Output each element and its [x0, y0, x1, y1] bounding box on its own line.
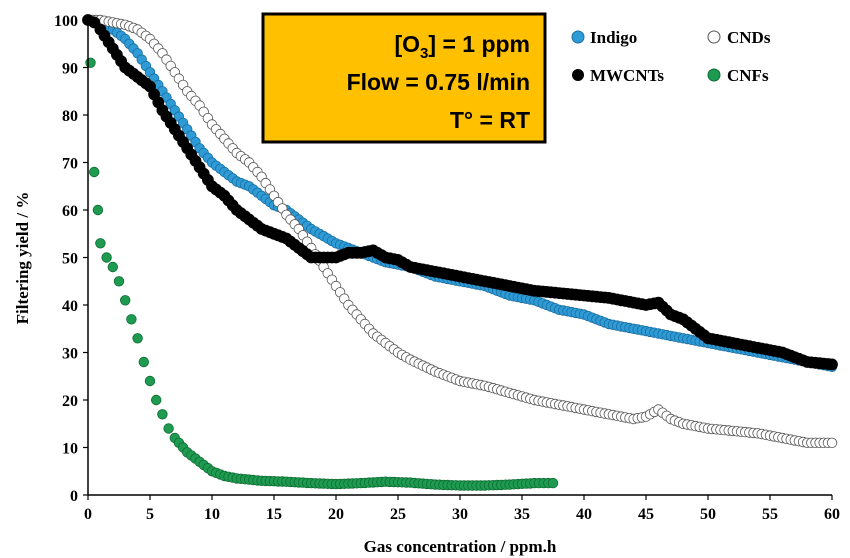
legend-label-mwcnts: MWCNTs [590, 66, 664, 85]
x-axis-label: Gas concentration / ppm.h [364, 537, 557, 556]
x-tick-label: 35 [514, 506, 530, 523]
data-point-cnfs [157, 409, 168, 420]
x-tick-label: 25 [390, 506, 406, 523]
x-tick-label: 40 [576, 506, 592, 523]
annotation-o3-main: [O [394, 31, 420, 57]
data-point-cnfs [150, 394, 162, 406]
series-mwcnts [82, 14, 838, 371]
data-point-cnfs [107, 261, 119, 273]
legend-item-mwcnts: MWCNTs [572, 66, 664, 85]
data-point-cnfs [119, 295, 131, 306]
x-tick-label: 55 [762, 506, 778, 523]
data-point-cnfs [92, 204, 104, 216]
x-tick-label: 10 [204, 506, 220, 523]
y-tick-label: 90 [62, 61, 78, 78]
annotation-line-2: Flow = 0.75 l/min [347, 69, 530, 95]
data-point-mwcnts [826, 358, 838, 371]
x-tick-label: 30 [452, 506, 468, 523]
annotation-background [261, 12, 547, 144]
y-tick-label: 40 [62, 298, 78, 315]
legend-label-indigo: Indigo [590, 28, 637, 47]
ticks: 0 5 10 15 20 25 30 35 40 45 50 55 60 0 10 20 30 40 50 60 70 8… [54, 13, 840, 523]
annotation-line-1: [O3] = 1 ppm [394, 31, 530, 62]
y-tick-label: 80 [62, 108, 78, 125]
legend-item-cnds: CNDs [707, 28, 771, 47]
data-point-cnfs [132, 333, 143, 344]
legend-item-cnfs: CNFs [707, 66, 769, 85]
annotation-o3-rest: ] = 1 ppm [428, 31, 530, 57]
plot-area [82, 14, 838, 491]
x-tick-label: 0 [84, 506, 92, 523]
legend-label-cnfs: CNFs [727, 66, 769, 85]
legend: Indigo CNDs MWCNTs CNFs [571, 28, 771, 85]
series-cnfs [85, 57, 559, 491]
legend-item-indigo: Indigo [571, 28, 637, 47]
data-point-cnfs [144, 375, 156, 387]
data-point-cnfs [95, 238, 106, 249]
y-tick-label: 100 [54, 13, 78, 30]
legend-marker-cnds [707, 30, 721, 44]
y-tick-label: 70 [62, 156, 78, 173]
legend-marker-mwcnts [572, 69, 584, 81]
x-tick-label: 20 [328, 506, 344, 523]
data-point-cnfs [126, 314, 137, 325]
legend-label-cnds: CNDs [727, 28, 771, 47]
x-tick-label: 45 [638, 506, 654, 523]
data-point-cnfs [85, 57, 96, 69]
legend-marker-indigo [571, 30, 585, 44]
x-tick-label: 50 [700, 506, 716, 523]
x-tick-label: 15 [266, 506, 282, 523]
data-point-cnfs [163, 423, 174, 434]
data-point-cnfs [113, 276, 125, 287]
legend-marker-cnfs [707, 68, 721, 82]
y-axis-label: Filtering yield / % [13, 192, 32, 325]
annotation-line-3: T° = RT [450, 107, 530, 133]
data-point-cnfs [138, 356, 150, 368]
y-tick-label: 50 [62, 251, 78, 268]
annotation-o3-sub: 3 [420, 45, 428, 62]
data-point-cnfs [547, 477, 559, 489]
data-point-cnfs [101, 252, 112, 263]
y-tick-label: 10 [62, 441, 78, 458]
y-tick-label: 60 [62, 203, 78, 220]
y-tick-label: 30 [62, 346, 78, 363]
data-point-cnfs [88, 166, 100, 178]
annotation-box: [O3] = 1 ppm Flow = 0.75 l/min T° = RT [261, 12, 547, 144]
data-point-cnds [826, 437, 838, 449]
x-tick-label: 60 [824, 506, 840, 523]
x-tick-label: 5 [146, 506, 154, 523]
y-tick-label: 0 [70, 488, 78, 505]
y-tick-label: 20 [62, 393, 78, 410]
